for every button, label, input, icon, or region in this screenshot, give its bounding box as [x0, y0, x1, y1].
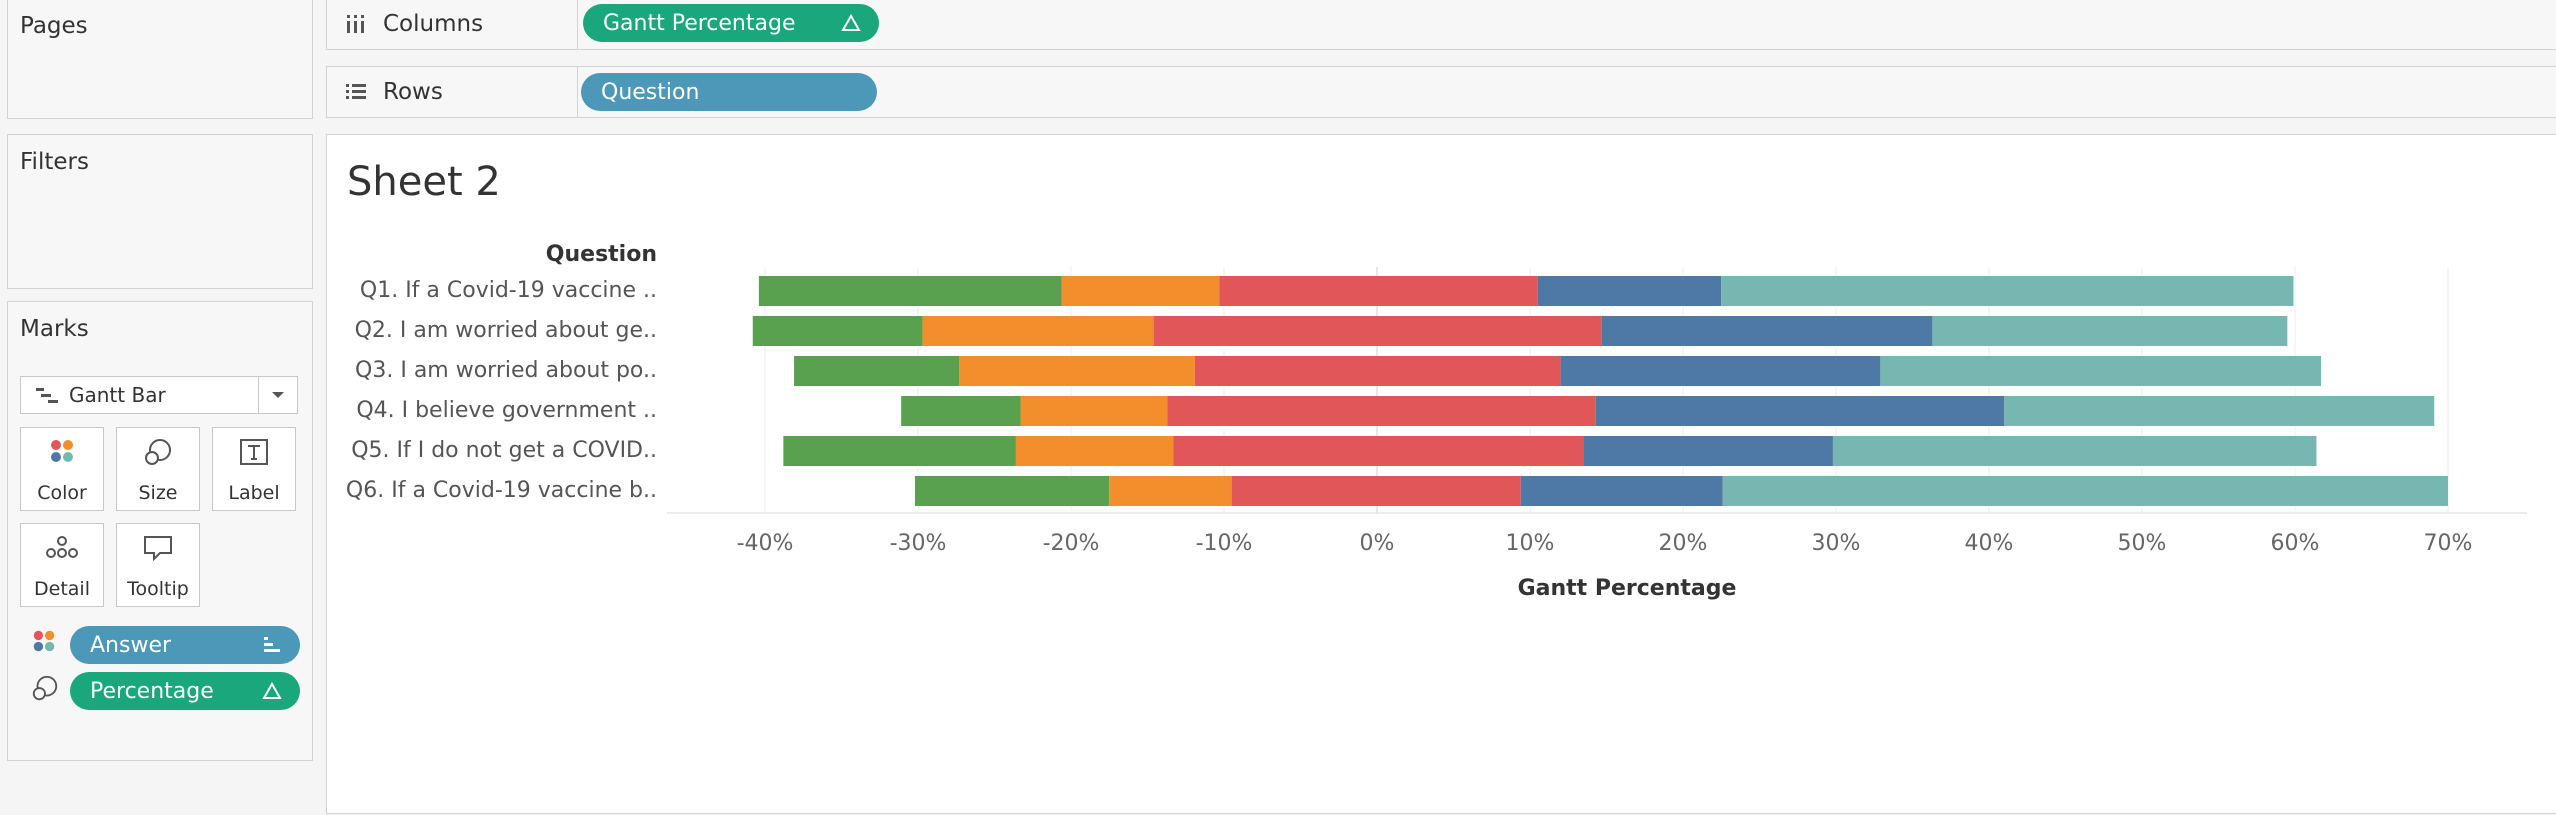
gantt-bar-blue — [1601, 316, 1933, 346]
tooltip-button-label: Tooltip — [127, 578, 189, 600]
x-tick-label: 50% — [2118, 531, 2167, 556]
answer-field-pill[interactable]: Answer — [70, 626, 300, 664]
gantt-bar-orange — [1015, 436, 1174, 466]
gantt-bar-red — [1167, 396, 1596, 426]
x-tick-label: 0% — [1360, 531, 1395, 556]
gantt-bar-red — [1219, 276, 1538, 306]
worksheet-view: Sheet 2 Question Q1. If a Covid-19 vaccin… — [326, 134, 2556, 814]
detail-button[interactable]: Detail — [20, 523, 104, 607]
chevron-down-icon[interactable] — [258, 377, 297, 413]
question-label: Q6. If a Covid-19 vaccine b.. — [346, 478, 657, 503]
question-label: Q2. I am worried about ge.. — [355, 318, 657, 343]
question-label: Q1. If a Covid-19 vaccine .. — [360, 278, 657, 303]
sheet-title: Sheet 2 — [347, 159, 501, 205]
columns-shelf-header: Columns — [327, 0, 578, 49]
delta-icon — [841, 4, 861, 42]
x-tick-label: -20% — [1043, 531, 1100, 556]
gantt-bar-blue — [1595, 396, 2005, 426]
gantt-bar-red — [1173, 436, 1584, 466]
marks-card: Marks Gantt Bar Color Size Label Detail — [7, 301, 313, 761]
x-tick-label: 70% — [2424, 531, 2473, 556]
gantt-bar-green — [901, 396, 1021, 426]
x-tick-label: 60% — [2271, 531, 2320, 556]
gantt-percentage-pill[interactable]: Gantt Percentage — [583, 4, 879, 42]
gantt-bar-red — [1194, 356, 1561, 386]
gantt-bar-green — [752, 316, 923, 346]
marks-title: Marks — [20, 316, 89, 342]
gantt-bar-blue — [1520, 476, 1723, 506]
gantt-percentage-pill-label: Gantt Percentage — [603, 10, 796, 36]
percentage-field-pill[interactable]: Percentage — [70, 672, 300, 710]
x-tick-label: 30% — [1812, 531, 1861, 556]
label-button[interactable]: Label — [212, 427, 296, 511]
gantt-chart: Question Q1. If a Covid-19 vaccine .. Q2. … — [346, 242, 2527, 601]
question-label: Q5. If I do not get a COVID.. — [351, 438, 657, 463]
color-dots-icon — [21, 438, 103, 464]
gantt-bar-orange — [959, 356, 1195, 386]
percentage-field-label: Percentage — [90, 678, 214, 704]
columns-icon — [341, 13, 371, 35]
gantt-bar-red — [1231, 476, 1521, 506]
label-button-label: Label — [228, 482, 280, 504]
mark-type-dropdown[interactable]: Gantt Bar — [20, 376, 298, 414]
size-button[interactable]: Size — [116, 427, 200, 511]
gantt-bar-green — [783, 436, 1016, 466]
size-encoding-icon — [30, 674, 60, 706]
gantt-bar-orange — [1109, 476, 1232, 506]
row-header-label: Question — [546, 242, 657, 267]
question-label: Q4. I believe government .. — [356, 398, 657, 423]
gantt-bar-orange — [1020, 396, 1168, 426]
x-tick-label: 10% — [1506, 531, 1555, 556]
gantt-bar-orange — [1061, 276, 1220, 306]
rows-shelf[interactable]: Rows Question — [326, 66, 2556, 118]
gantt-bar-teal — [1832, 436, 2317, 466]
columns-shelf-label: Columns — [383, 11, 484, 37]
sort-descending-icon — [262, 626, 282, 664]
gantt-bar-teal — [1932, 316, 2288, 346]
gantt-bar-teal — [1880, 356, 2322, 386]
x-tick-label: -30% — [890, 531, 947, 556]
x-axis-title: Gantt Percentage — [1518, 576, 1737, 601]
question-label: Q3. I am worried about po.. — [355, 358, 657, 383]
x-tick-label: -40% — [737, 531, 794, 556]
text-label-icon — [213, 438, 295, 466]
delta-icon — [262, 672, 282, 710]
filters-card[interactable]: Filters — [7, 134, 313, 289]
gantt-bar-green — [914, 476, 1110, 506]
rows-icon — [341, 82, 371, 102]
x-tick-label: -10% — [1196, 531, 1253, 556]
gantt-bar-teal — [2004, 396, 2435, 426]
tooltip-button[interactable]: Tooltip — [116, 523, 200, 607]
gantt-bar-orange — [922, 316, 1154, 346]
gantt-bar-teal — [1721, 276, 2294, 306]
gantt-bar-blue — [1537, 276, 1722, 306]
filters-title: Filters — [20, 149, 89, 175]
gantt-bar-green — [758, 276, 1062, 306]
tooltip-bubble-icon — [117, 534, 199, 562]
size-button-label: Size — [138, 482, 178, 504]
color-encoding-icon — [30, 628, 58, 658]
detail-button-label: Detail — [34, 578, 90, 600]
gantt-bar-blue — [1560, 356, 1881, 386]
answer-field-label: Answer — [90, 632, 172, 658]
x-tick-label: 20% — [1659, 531, 1708, 556]
rows-shelf-label: Rows — [383, 79, 443, 105]
gantt-bar-red — [1153, 316, 1602, 346]
gantt-bar-green — [794, 356, 960, 386]
gantt-bar-icon — [31, 377, 65, 413]
x-tick-label: 40% — [1965, 531, 2014, 556]
mark-type-label: Gantt Bar — [69, 383, 166, 407]
pages-title: Pages — [20, 13, 88, 39]
gantt-bar-blue — [1583, 436, 1833, 466]
question-pill[interactable]: Question — [581, 73, 877, 111]
detail-dots-icon — [21, 534, 103, 560]
pages-card[interactable]: Pages — [7, 0, 313, 119]
gantt-bar-teal — [1722, 476, 2448, 506]
color-button-label: Color — [37, 482, 87, 504]
question-pill-label: Question — [601, 79, 700, 105]
color-button[interactable]: Color — [20, 427, 104, 511]
rows-shelf-header: Rows — [327, 67, 578, 117]
columns-shelf[interactable]: Columns Gantt Percentage — [326, 0, 2556, 50]
size-circles-icon — [117, 438, 199, 466]
